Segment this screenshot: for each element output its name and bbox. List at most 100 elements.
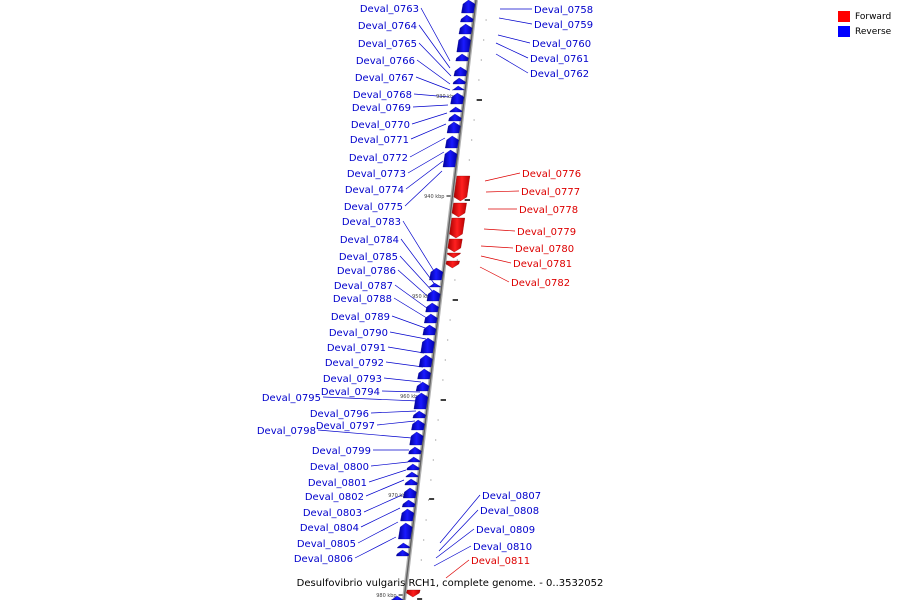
- reverse-gene-block[interactable]: [406, 463, 420, 471]
- gene-label-deval_0786[interactable]: Deval_0786: [337, 266, 396, 277]
- gene-label-deval_0809[interactable]: Deval_0809: [476, 525, 535, 536]
- gene-label-deval_0794[interactable]: Deval_0794: [321, 387, 380, 398]
- reverse-gene-block[interactable]: [415, 381, 430, 392]
- reverse-gene-block[interactable]: [442, 149, 458, 168]
- forward-gene-block[interactable]: [445, 260, 460, 269]
- reverse-gene-block[interactable]: [458, 23, 473, 35]
- reverse-gene-block[interactable]: [411, 419, 425, 431]
- reverse-gene-block[interactable]: [417, 368, 431, 380]
- gene-label-deval_0802[interactable]: Deval_0802: [305, 492, 364, 503]
- gene-label-deval_0804[interactable]: Deval_0804: [300, 523, 359, 534]
- gene-label-deval_0764[interactable]: Deval_0764: [358, 21, 417, 32]
- reverse-gene-block[interactable]: [409, 431, 424, 446]
- gene-label-deval_0774[interactable]: Deval_0774: [345, 185, 404, 196]
- gene-label-deval_0770[interactable]: Deval_0770: [351, 120, 410, 131]
- reverse-gene-block[interactable]: [408, 446, 422, 455]
- gene-label-deval_0772[interactable]: Deval_0772: [349, 153, 408, 164]
- reverse-gene-block[interactable]: [413, 392, 429, 410]
- gene-label-deval_0803[interactable]: Deval_0803: [303, 508, 362, 519]
- gene-label-deval_0765[interactable]: Deval_0765: [358, 39, 417, 50]
- reverse-gene-block[interactable]: [398, 522, 413, 540]
- reverse-gene-block[interactable]: [412, 410, 426, 419]
- gene-label-deval_0773[interactable]: Deval_0773: [347, 169, 406, 180]
- forward-gene-block[interactable]: [451, 202, 467, 218]
- forward-gene-block[interactable]: [446, 252, 461, 259]
- gene-label-deval_0779[interactable]: Deval_0779: [517, 227, 576, 238]
- reverse-gene-block[interactable]: [461, 0, 476, 14]
- reverse-gene-block[interactable]: [445, 135, 459, 149]
- reverse-gene-block[interactable]: [446, 121, 461, 134]
- forward-gene-block[interactable]: [406, 589, 421, 598]
- reverse-gene-block[interactable]: [420, 337, 435, 354]
- gene-label-deval_0762[interactable]: Deval_0762: [530, 69, 589, 80]
- reverse-gene-block[interactable]: [396, 542, 411, 549]
- reverse-gene-block[interactable]: [455, 53, 469, 62]
- reverse-gene-block[interactable]: [429, 267, 444, 281]
- reverse-gene-block[interactable]: [460, 14, 474, 23]
- gene-label-deval_0766[interactable]: Deval_0766: [356, 56, 415, 67]
- reverse-gene-block[interactable]: [403, 487, 417, 499]
- reverse-gene-block[interactable]: [391, 595, 404, 600]
- reverse-gene-block[interactable]: [450, 92, 465, 105]
- gene-label-deval_0808[interactable]: Deval_0808: [480, 506, 539, 517]
- gene-label-deval_0758[interactable]: Deval_0758: [534, 5, 593, 16]
- forward-gene-block[interactable]: [447, 238, 463, 253]
- reverse-gene-block[interactable]: [428, 282, 442, 288]
- gene-label-deval_0776[interactable]: Deval_0776: [522, 169, 581, 180]
- reverse-gene-block[interactable]: [452, 85, 466, 91]
- gene-label-deval_0783[interactable]: Deval_0783: [342, 217, 401, 228]
- reverse-gene-block[interactable]: [449, 106, 463, 113]
- gene-label-deval_0810[interactable]: Deval_0810: [473, 542, 532, 553]
- reverse-gene-block[interactable]: [456, 35, 471, 53]
- reverse-gene-block[interactable]: [407, 456, 421, 463]
- gene-label-deval_0759[interactable]: Deval_0759: [534, 20, 593, 31]
- gene-label-deval_0788[interactable]: Deval_0788: [333, 294, 392, 305]
- forward-gene-block[interactable]: [453, 175, 471, 202]
- gene-label-deval_0800[interactable]: Deval_0800: [310, 462, 369, 473]
- forward-gene-block[interactable]: [449, 217, 466, 239]
- gene-label-deval_0771[interactable]: Deval_0771: [350, 135, 409, 146]
- gene-label-deval_0763[interactable]: Deval_0763: [360, 4, 419, 15]
- reverse-gene-block[interactable]: [453, 66, 468, 77]
- gene-label-deval_0777[interactable]: Deval_0777: [521, 187, 580, 198]
- gene-label-deval_0780[interactable]: Deval_0780: [515, 244, 574, 255]
- gene-label-deval_0785[interactable]: Deval_0785: [339, 252, 398, 263]
- gene-label-deval_0767[interactable]: Deval_0767: [355, 73, 414, 84]
- reverse-gene-block[interactable]: [405, 471, 419, 478]
- gene-label-deval_0811[interactable]: Deval_0811: [471, 556, 530, 567]
- gene-label-deval_0801[interactable]: Deval_0801: [308, 478, 367, 489]
- gene-label-deval_0768[interactable]: Deval_0768: [353, 90, 412, 101]
- reverse-gene-block[interactable]: [404, 478, 418, 486]
- gene-label-deval_0784[interactable]: Deval_0784: [340, 235, 399, 246]
- gene-label-deval_0760[interactable]: Deval_0760: [532, 39, 591, 50]
- gene-label-deval_0778[interactable]: Deval_0778: [519, 205, 578, 216]
- reverse-gene-block[interactable]: [425, 302, 439, 313]
- gene-label-deval_0790[interactable]: Deval_0790: [329, 328, 388, 339]
- reverse-gene-block[interactable]: [400, 508, 415, 522]
- gene-label-deval_0775[interactable]: Deval_0775: [344, 202, 403, 213]
- gene-label-deval_0795[interactable]: Deval_0795: [262, 393, 321, 404]
- reverse-gene-block[interactable]: [424, 313, 438, 324]
- gene-label-deval_0782[interactable]: Deval_0782: [511, 278, 570, 289]
- reverse-gene-block[interactable]: [426, 289, 441, 302]
- gene-label-deval_0796[interactable]: Deval_0796: [310, 409, 369, 420]
- reverse-gene-block[interactable]: [422, 324, 437, 336]
- gene-label-deval_0781[interactable]: Deval_0781: [513, 259, 572, 270]
- reverse-gene-block[interactable]: [396, 549, 410, 557]
- gene-label-deval_0787[interactable]: Deval_0787: [334, 281, 393, 292]
- gene-label-deval_0799[interactable]: Deval_0799: [312, 446, 371, 457]
- reverse-gene-block[interactable]: [452, 77, 466, 85]
- gene-label-deval_0761[interactable]: Deval_0761: [530, 54, 589, 65]
- gene-label-deval_0792[interactable]: Deval_0792: [325, 358, 384, 369]
- reverse-gene-block[interactable]: [418, 354, 433, 368]
- gene-label-deval_0798[interactable]: Deval_0798: [257, 426, 316, 437]
- gene-label-deval_0789[interactable]: Deval_0789: [331, 312, 390, 323]
- gene-label-deval_0793[interactable]: Deval_0793: [323, 374, 382, 385]
- gene-label-deval_0791[interactable]: Deval_0791: [327, 343, 386, 354]
- gene-label-deval_0807[interactable]: Deval_0807: [482, 491, 541, 502]
- reverse-gene-block[interactable]: [401, 499, 416, 508]
- gene-label-deval_0769[interactable]: Deval_0769: [352, 103, 411, 114]
- gene-label-deval_0797[interactable]: Deval_0797: [316, 421, 375, 432]
- gene-label-deval_0805[interactable]: Deval_0805: [297, 539, 356, 550]
- reverse-gene-block[interactable]: [448, 113, 462, 122]
